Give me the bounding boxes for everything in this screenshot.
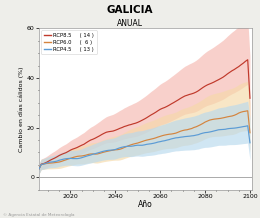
Legend: RCP8.5     ( 14 ), RCP6.0     (  6 ), RCP4.5     ( 13 ): RCP8.5 ( 14 ), RCP6.0 ( 6 ), RCP4.5 ( 13… [41, 31, 97, 54]
Text: ANUAL: ANUAL [117, 19, 143, 27]
Text: GALICIA: GALICIA [107, 5, 153, 15]
Text: © Agencia Estatal de Meteorología: © Agencia Estatal de Meteorología [3, 213, 74, 217]
X-axis label: Año: Año [138, 200, 153, 209]
Y-axis label: Cambio en días cálidos (%): Cambio en días cálidos (%) [19, 66, 24, 152]
